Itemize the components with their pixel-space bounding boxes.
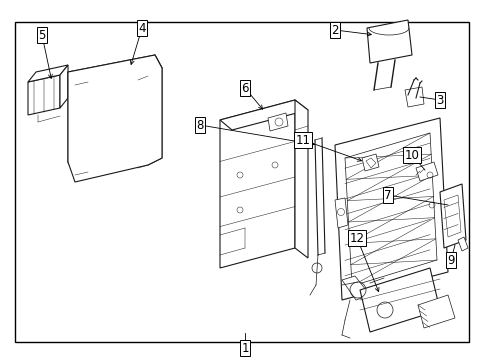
Polygon shape bbox=[68, 55, 162, 182]
Polygon shape bbox=[28, 75, 60, 115]
Text: 1: 1 bbox=[241, 342, 248, 355]
Polygon shape bbox=[220, 100, 307, 130]
Polygon shape bbox=[142, 55, 162, 165]
Polygon shape bbox=[361, 154, 378, 171]
Polygon shape bbox=[267, 113, 287, 131]
Polygon shape bbox=[28, 65, 68, 82]
Polygon shape bbox=[334, 198, 347, 228]
Text: 7: 7 bbox=[384, 189, 391, 202]
Text: 6: 6 bbox=[241, 81, 248, 95]
Text: 5: 5 bbox=[38, 28, 45, 41]
Polygon shape bbox=[60, 65, 68, 108]
Polygon shape bbox=[359, 268, 439, 332]
Text: 12: 12 bbox=[349, 231, 364, 244]
Polygon shape bbox=[88, 148, 118, 172]
Polygon shape bbox=[366, 20, 411, 63]
Polygon shape bbox=[220, 100, 294, 268]
Polygon shape bbox=[88, 88, 142, 160]
Text: 2: 2 bbox=[330, 23, 338, 36]
Polygon shape bbox=[68, 143, 148, 175]
Text: 10: 10 bbox=[404, 149, 419, 162]
Text: 9: 9 bbox=[447, 253, 454, 266]
Polygon shape bbox=[439, 184, 465, 248]
Polygon shape bbox=[334, 118, 447, 300]
Text: 11: 11 bbox=[295, 134, 310, 147]
Polygon shape bbox=[415, 162, 437, 181]
Polygon shape bbox=[294, 100, 307, 258]
Polygon shape bbox=[404, 87, 423, 107]
Polygon shape bbox=[341, 276, 369, 300]
Polygon shape bbox=[417, 295, 454, 328]
Polygon shape bbox=[68, 72, 75, 175]
Text: 8: 8 bbox=[196, 118, 203, 131]
Text: 3: 3 bbox=[435, 94, 443, 107]
Text: 4: 4 bbox=[138, 22, 145, 35]
Polygon shape bbox=[457, 237, 467, 251]
Polygon shape bbox=[68, 55, 162, 85]
